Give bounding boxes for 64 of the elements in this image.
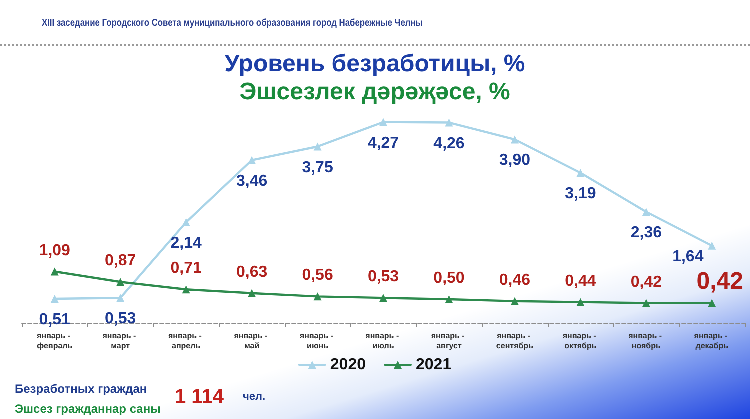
point (445, 296, 454, 304)
x-tick-label: январь - июль (366, 332, 402, 350)
point (708, 242, 716, 250)
chart-title: Уровень безработицы, % (224, 50, 526, 78)
data-label: 0,53 (105, 310, 136, 328)
point (380, 118, 388, 126)
point (116, 278, 125, 286)
data-label: 0,42 (696, 268, 744, 295)
data-label: 0,53 (368, 268, 400, 286)
x-tick-label: январь - февраль (37, 332, 73, 350)
text: 1 114 (175, 386, 224, 408)
x-tick-label: январь - ноябрь (628, 332, 664, 350)
point (314, 292, 322, 301)
data-label: 0,51 (39, 312, 71, 329)
point (50, 295, 59, 304)
data-label: 0,42 (630, 274, 662, 291)
data-label: 4,27 (368, 134, 400, 152)
point (445, 118, 454, 127)
point (708, 299, 716, 308)
point (182, 286, 190, 294)
data-label: 4,26 (434, 135, 465, 152)
point (576, 298, 585, 306)
point (510, 297, 519, 306)
x-tick-label: январь - март (102, 332, 138, 350)
chart-subtitle: Эшсезлек дәрәҗәсе, % (240, 78, 510, 106)
x-tick-label: январь - сентябрь (496, 332, 534, 350)
point (380, 294, 388, 302)
text: чел. (243, 391, 266, 403)
data-label: 2,14 (170, 234, 202, 252)
legend-label: 2020 (330, 356, 366, 374)
point (510, 136, 519, 144)
data-label: 3,46 (236, 172, 268, 190)
x-tick-label: январь - декабрь (694, 332, 730, 350)
x-tick-label: январь - май (234, 332, 270, 350)
point (248, 156, 256, 164)
point (314, 142, 322, 151)
data-label: 1,64 (672, 248, 704, 266)
data-label: 3,75 (302, 159, 334, 176)
data-label: 0,71 (170, 260, 202, 278)
text: Эшсез гражданнар саны (15, 402, 161, 416)
data-label: 0,56 (302, 267, 334, 284)
point (642, 208, 650, 216)
data-label: 2,36 (630, 224, 662, 242)
legend-label: 2021 (416, 356, 452, 374)
point (50, 268, 59, 276)
data-label: 0,63 (236, 264, 268, 281)
data-label: 0,87 (105, 252, 136, 270)
data-label: 0,50 (434, 270, 465, 287)
x-tick-label: январь - июнь (300, 332, 336, 350)
point (248, 289, 256, 298)
point (642, 299, 650, 308)
x-tick-label: январь - октябрь (562, 332, 599, 350)
data-label: 0,44 (565, 272, 596, 290)
point (116, 294, 125, 302)
x-tick-label: январь - апрель (168, 332, 204, 350)
data-label: 3,90 (499, 152, 531, 170)
point (576, 169, 585, 178)
text: XIII заседание Городского Совета муниципального образования город Набережные Челны (42, 18, 423, 29)
x-tick-label: январь - август (431, 332, 468, 350)
text: Безработных граждан (15, 382, 148, 396)
data-label: 3,19 (565, 186, 596, 203)
data-label: 0,46 (499, 272, 531, 289)
data-label: 1,09 (39, 242, 71, 260)
point (182, 218, 190, 226)
